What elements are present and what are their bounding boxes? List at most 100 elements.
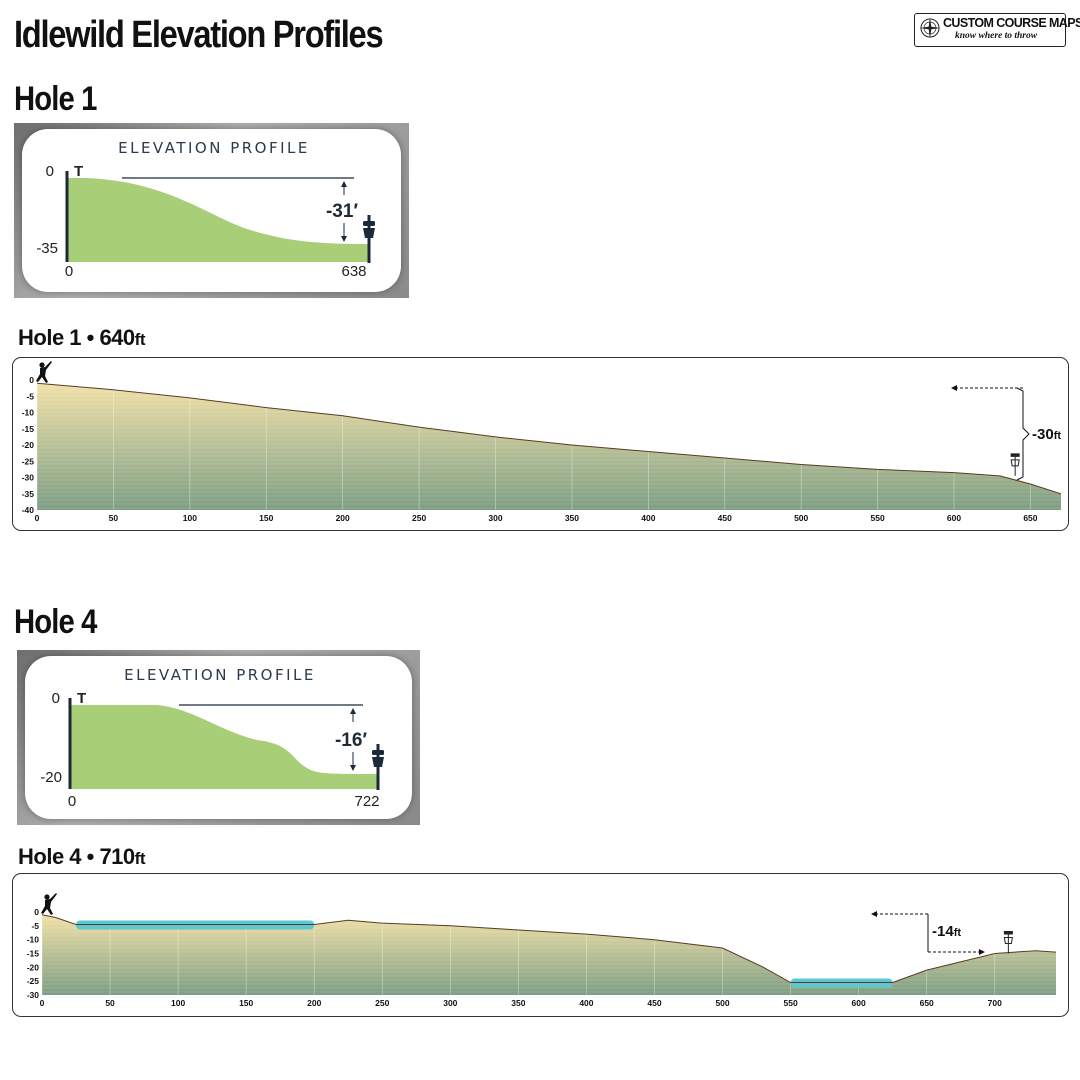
drop-label: -16′ xyxy=(335,730,367,751)
terrain-line xyxy=(36,382,1062,495)
x-tick-label: 200 xyxy=(307,998,321,1008)
y-top-label: 0 xyxy=(46,163,54,180)
x-tick-label: 150 xyxy=(239,998,253,1008)
basket-icon xyxy=(1010,453,1020,476)
change-arrowhead xyxy=(871,911,877,917)
y-bottom-label: -20 xyxy=(40,769,62,786)
hole-4-heading: Hole 4 xyxy=(14,603,97,641)
basket-chains xyxy=(1010,459,1020,467)
logo-tagline: know where to throw xyxy=(955,31,1038,41)
logo-brand-text: CUSTOM COURSE MAPS xyxy=(943,16,1080,30)
x-tick-label: 550 xyxy=(783,998,797,1008)
y-tick-label: -30 xyxy=(27,990,40,1000)
x-tick-label: 650 xyxy=(920,998,934,1008)
hole-1-heading: Hole 1 xyxy=(14,80,97,118)
y-tick-label: 0 xyxy=(29,375,34,385)
basket-chains xyxy=(1003,937,1013,944)
hole-1-elevation-profile-graphic: ELEVATION PROFILE T -31′ 0 -35 0 638 xyxy=(36,139,375,280)
x-tick-label: 450 xyxy=(647,998,661,1008)
x-tick-label: 250 xyxy=(412,513,426,523)
x-tick-label: 0 xyxy=(40,998,45,1008)
hole-4-detail-title: Hole 4 • 710ft xyxy=(18,844,146,869)
y-tick-label: -15 xyxy=(27,949,40,959)
profile-title: ELEVATION PROFILE xyxy=(124,666,316,684)
x-tick-label: 650 xyxy=(1023,513,1037,523)
y-tick-label: -40 xyxy=(22,505,35,515)
x-tick-label: 500 xyxy=(794,513,808,523)
y-tick-label: -30 xyxy=(22,473,35,483)
elevation-change-label: -14ft xyxy=(932,923,961,940)
x-tick-label: 250 xyxy=(375,998,389,1008)
profile-area xyxy=(67,178,369,262)
x-tick-label: 600 xyxy=(852,998,866,1008)
x-tick-label: 200 xyxy=(336,513,350,523)
x-tick-label: 500 xyxy=(715,998,729,1008)
elevation-change-annotation xyxy=(871,911,985,955)
x-tick-label: 550 xyxy=(871,513,885,523)
tee-label: T xyxy=(74,163,83,180)
elevation-change-unit: ft xyxy=(1054,430,1062,442)
y-tick-label: -5 xyxy=(26,391,34,401)
x-tick-label: 700 xyxy=(988,998,1002,1008)
basket-icon xyxy=(372,744,384,790)
x-tick-label: 150 xyxy=(259,513,273,523)
x-tick-label: 350 xyxy=(511,998,525,1008)
profile-area xyxy=(70,705,379,789)
x-start-label: 0 xyxy=(65,263,73,280)
hole-4-elevation-profile-graphic: ELEVATION PROFILE T -16′ 0 -20 0 722 xyxy=(40,666,384,810)
tee-label: T xyxy=(77,690,86,707)
x-end-label: 722 xyxy=(354,793,379,810)
sky-mask xyxy=(37,380,1061,494)
hole-4-elevation-chart: 0 50 100 150 200 250 300 350 400 450 500 550 600 650 7… xyxy=(27,893,1057,1008)
y-top-label: 0 xyxy=(52,690,60,707)
y-tick-label: -5 xyxy=(31,921,39,931)
thrower-head xyxy=(39,362,45,368)
custom-course-maps-logo: CUSTOM COURSE MAPS know where to throw xyxy=(914,13,1080,47)
hole-4-elevation-profile-card: ELEVATION PROFILE T -16′ 0 -20 0 722 xyxy=(17,650,420,825)
change-brace xyxy=(1016,387,1030,481)
disc-thrower-icon xyxy=(36,361,52,383)
page-title: Idlewild Elevation Profiles xyxy=(14,14,384,56)
x-tick-label: 100 xyxy=(171,998,185,1008)
basket-icon xyxy=(363,215,375,263)
thrower-body xyxy=(36,361,52,383)
y-bottom-label: -35 xyxy=(36,240,58,257)
hole-1-elevation-profile-card: ELEVATION PROFILE T -31′ 0 -35 0 638 xyxy=(14,123,409,298)
compass-rose-icon xyxy=(919,17,941,39)
change-arrowhead xyxy=(951,385,957,391)
x-tick-label: 0 xyxy=(35,513,40,523)
x-tick-label: 350 xyxy=(565,513,579,523)
y-tick-label: -25 xyxy=(22,456,35,466)
profile-title: ELEVATION PROFILE xyxy=(118,139,310,157)
x-tick-label: 300 xyxy=(488,513,502,523)
x-end-label: 638 xyxy=(341,263,366,280)
elevation-change-label: -30ft xyxy=(1032,426,1061,443)
y-tick-label: -15 xyxy=(22,424,35,434)
drop-label: -31′ xyxy=(326,201,358,222)
y-tick-label: -10 xyxy=(22,408,35,418)
y-tick-label: -10 xyxy=(27,935,40,945)
change-arrowhead xyxy=(979,949,985,955)
thrower-head xyxy=(44,894,50,900)
basket-band xyxy=(1003,931,1013,935)
elevation-change-unit: ft xyxy=(954,927,962,939)
x-tick-label: 300 xyxy=(443,998,457,1008)
sky-mask xyxy=(42,912,1056,983)
basket-band xyxy=(1010,453,1020,457)
hole-4-detail-chart: 0 50 100 150 200 250 300 350 400 450 500 550 600 650 7… xyxy=(12,873,1069,1017)
y-tick-label: -35 xyxy=(22,489,35,499)
x-tick-label: 50 xyxy=(105,998,115,1008)
y-tick-label: -20 xyxy=(27,962,40,972)
x-tick-label: 100 xyxy=(183,513,197,523)
terrain-line xyxy=(41,914,1057,983)
hole-1-detail-title: Hole 1 • 640ft xyxy=(18,325,146,350)
elevation-change-annotation xyxy=(951,385,1030,481)
terrain-area xyxy=(42,914,1056,995)
basket-icon xyxy=(1003,931,1013,954)
hole-1-elevation-chart: 0 50 100 150 200 250 300 350 400 450 500 550 600 650 0… xyxy=(22,361,1062,523)
x-start-label: 0 xyxy=(68,793,76,810)
x-tick-label: 400 xyxy=(641,513,655,523)
x-tick-label: 450 xyxy=(718,513,732,523)
hole-1-detail-chart: 0 50 100 150 200 250 300 350 400 450 500 550 600 650 0… xyxy=(12,357,1069,531)
disc-thrower-icon xyxy=(41,893,57,915)
